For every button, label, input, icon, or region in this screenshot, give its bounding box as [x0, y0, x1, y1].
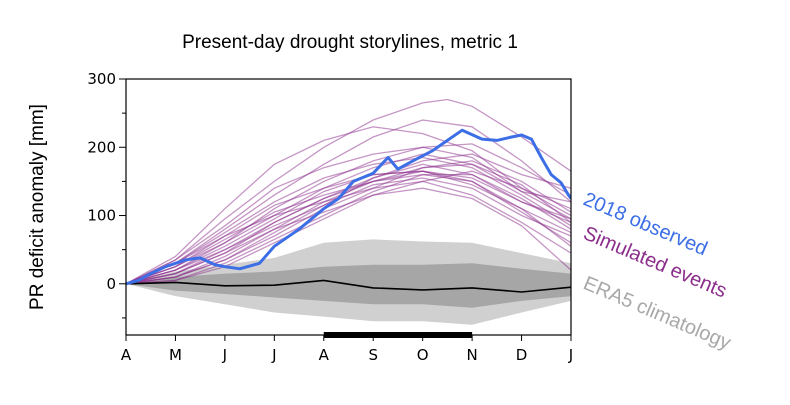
x-tick-label: S [368, 346, 378, 364]
simulated-event-line-9 [126, 156, 571, 285]
simulated-event-line-2 [126, 119, 571, 285]
y-axis-label: PR deficit anomaly [mm] [27, 104, 48, 310]
y-tick-label: 100 [87, 207, 116, 225]
climatology-mean-line [126, 279, 571, 293]
highlight-period-bar [323, 332, 473, 338]
simulated-events-layer [126, 98, 571, 285]
climatology-band-inner [126, 263, 571, 308]
x-tick-label: D [516, 346, 528, 364]
simulated-event-line-17 [126, 180, 571, 285]
y-tick-label: 300 [87, 70, 116, 88]
y-tick-label: 0 [106, 275, 116, 293]
x-tick-label: J [222, 346, 227, 364]
simulated-event-line-16 [126, 170, 571, 285]
observed-2018-line [126, 128, 571, 286]
chart-title: Present-day drought storylines, metric 1 [182, 32, 518, 53]
x-tick-label: J [568, 346, 573, 364]
x-tick-label: A [121, 346, 132, 364]
x-tick-label: N [466, 346, 477, 364]
x-tick-label: M [169, 346, 182, 364]
x-tick-label: A [319, 346, 330, 364]
simulated-event-line-19 [126, 153, 571, 285]
legend: 2018 observed Simulated events ERA5 clim… [580, 188, 734, 354]
y-tick-label: 200 [87, 138, 116, 156]
simulated-event-line-8 [126, 170, 571, 285]
simulated-event-line-1 [126, 98, 571, 285]
climatology-mean-layer [126, 279, 571, 293]
climatology-band-inner-layer [126, 263, 571, 308]
simulated-event-line-20 [126, 153, 571, 285]
observed-2018-layer [126, 128, 571, 286]
simulated-event-line-7 [126, 126, 571, 285]
x-tick-label: O [417, 346, 429, 364]
x-tick-label: J [271, 346, 276, 364]
y-axis: 0 100 200 300 [87, 70, 126, 319]
simulated-event-line-18 [126, 187, 571, 285]
